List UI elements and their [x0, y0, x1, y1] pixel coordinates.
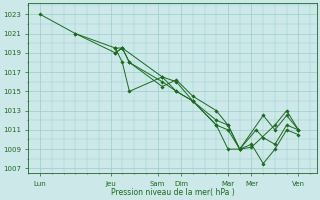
X-axis label: Pression niveau de la mer( hPa ): Pression niveau de la mer( hPa ) [111, 188, 235, 197]
